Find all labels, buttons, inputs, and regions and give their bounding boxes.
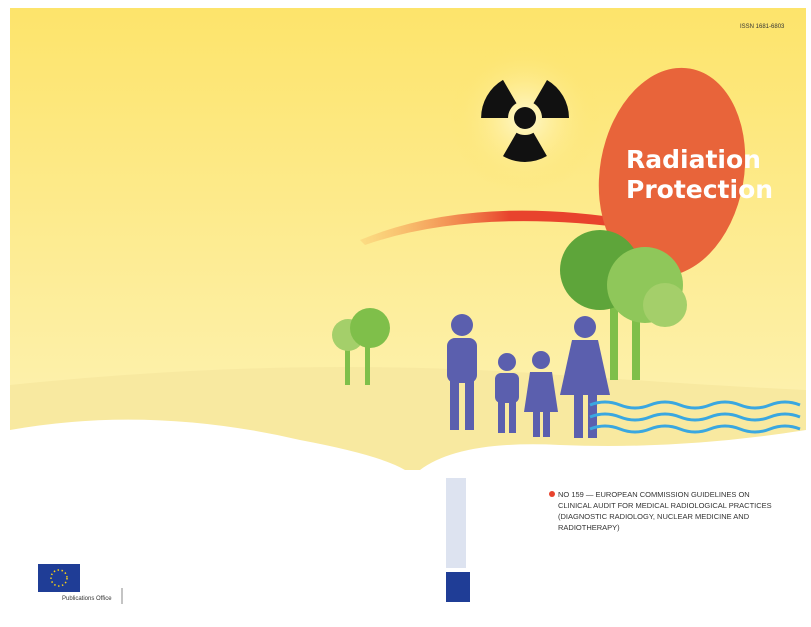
description-line: CLINICAL AUDIT FOR MEDICAL RADIOLOGICAL … <box>558 501 772 510</box>
description-line: RADIOTHERAPY) <box>558 523 620 532</box>
issn: ISSN 1681-6803 <box>740 24 785 30</box>
bullet <box>549 491 555 497</box>
description-line: NO 159 — EUROPEAN COMMISSION GUIDELINES … <box>558 490 750 499</box>
title-line: Radiation <box>626 145 761 174</box>
title-line: Protection <box>626 175 773 204</box>
eu-flag <box>38 564 80 592</box>
description-line: (DIAGNOSTIC RADIOLOGY, NUCLEAR MEDICINE … <box>558 512 750 521</box>
publisher: Publications Office <box>62 596 112 602</box>
book-cover: Radiation Protection ISSN 1681-6803 NO 1… <box>0 0 811 627</box>
